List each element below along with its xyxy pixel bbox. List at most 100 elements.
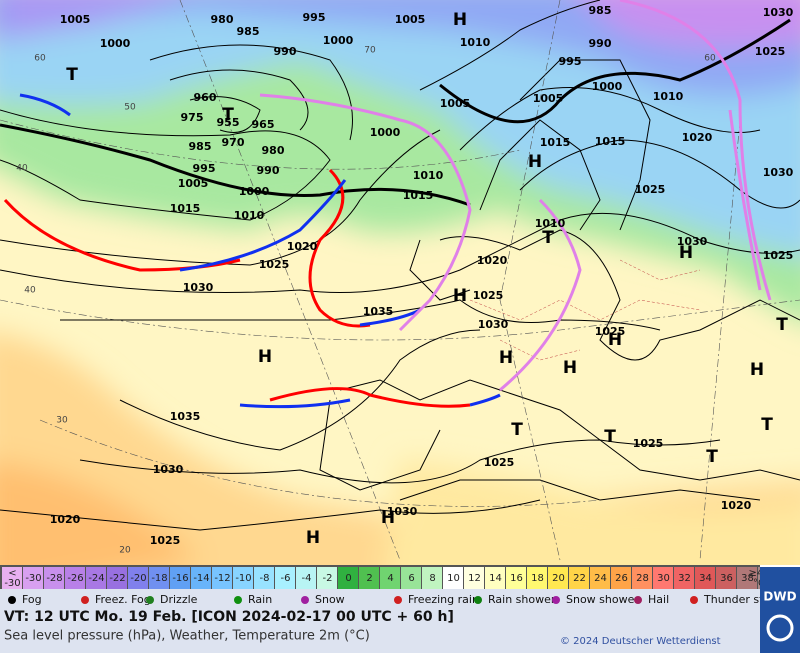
isobar-label: 995 bbox=[193, 162, 216, 175]
temp-label: 16 bbox=[510, 573, 523, 584]
temp-cell bbox=[191, 567, 211, 589]
isobar-label: 980 bbox=[211, 13, 234, 26]
temp-cell bbox=[380, 567, 400, 589]
isobar-label: 1015 bbox=[595, 135, 626, 148]
temp-label: 0 bbox=[345, 573, 351, 584]
product: Sea level pressure (hPa), Weather, Tempe… bbox=[4, 629, 370, 644]
temp-label: 34 bbox=[699, 573, 712, 584]
isobar-label: 1015 bbox=[170, 202, 201, 215]
temp-cell bbox=[338, 567, 358, 589]
isobar-label: 1020 bbox=[477, 254, 508, 267]
temp-label: -18 bbox=[151, 573, 167, 584]
temp-cell bbox=[44, 567, 64, 589]
isobar-label: 980 bbox=[262, 144, 285, 157]
weather-symbol bbox=[301, 596, 309, 604]
weather-symbol bbox=[690, 596, 698, 604]
temp-label: -12 bbox=[214, 573, 230, 584]
temp-cell bbox=[422, 567, 442, 589]
pressure-center: H bbox=[608, 330, 622, 350]
isobar-label: 1000 bbox=[370, 126, 401, 139]
temp-cell bbox=[254, 567, 274, 589]
isobar-label: 1015 bbox=[403, 189, 434, 202]
temp-label: ≥40 bbox=[748, 568, 769, 579]
weather-symbol bbox=[552, 596, 560, 604]
isobar-label: 1030 bbox=[183, 281, 214, 294]
temp-label: 36 bbox=[720, 573, 733, 584]
temp-label: -6 bbox=[281, 573, 291, 584]
temp-label: 4 bbox=[387, 573, 393, 584]
temp-label: -30 bbox=[25, 573, 41, 584]
temp-label: -24 bbox=[88, 573, 104, 584]
isobar-label: 1030 bbox=[677, 235, 708, 248]
temp-cell bbox=[758, 567, 760, 589]
weather-label: Fog bbox=[22, 593, 42, 606]
pressure-center: T bbox=[761, 415, 773, 435]
temp-cell bbox=[170, 567, 190, 589]
temp-label: -8 bbox=[260, 573, 270, 584]
isobar-label: 990 bbox=[589, 37, 612, 50]
temp-label: -16 bbox=[172, 573, 188, 584]
temp-cell bbox=[149, 567, 169, 589]
pressure-center: T bbox=[66, 65, 78, 85]
temp-label: 14 bbox=[489, 573, 502, 584]
pressure-center: H bbox=[528, 152, 542, 172]
temp-cell bbox=[653, 567, 673, 589]
isobar-label: 1025 bbox=[150, 534, 181, 547]
weather-label: Drizzle bbox=[160, 593, 198, 606]
pressure-center: H bbox=[750, 360, 764, 380]
pressure-center: H bbox=[258, 347, 272, 367]
weather-symbol bbox=[146, 596, 154, 604]
isobar-label: 1025 bbox=[763, 249, 794, 262]
isobar-label: 1025 bbox=[473, 289, 504, 302]
pressure-center: T bbox=[222, 105, 234, 125]
isobar-label: 1035 bbox=[170, 410, 201, 423]
weather-label: Rain shower bbox=[488, 593, 556, 606]
temp-label: -26 bbox=[67, 573, 83, 584]
pressure-center: H bbox=[381, 508, 395, 528]
temp-label: 12 bbox=[468, 573, 481, 584]
isobar-label: 1030 bbox=[763, 6, 794, 19]
weather-label: Snow bbox=[315, 593, 345, 606]
temp-cell bbox=[506, 567, 526, 589]
isobar-label: 985 bbox=[589, 4, 612, 17]
temp-cell bbox=[233, 567, 253, 589]
temp-cell bbox=[485, 567, 505, 589]
isobar-label: 965 bbox=[252, 118, 275, 131]
isobar-label: 1000 bbox=[239, 185, 270, 198]
weather-label: Freezing rain bbox=[408, 593, 479, 606]
isobar-label: 1000 bbox=[323, 34, 354, 47]
map: 1005100098098599099510001005101098599099… bbox=[0, 0, 800, 565]
isobar-label: 955 bbox=[217, 116, 240, 129]
isobar-label: 975 bbox=[181, 111, 204, 124]
temp-cell bbox=[23, 567, 43, 589]
temp-cell bbox=[2, 567, 22, 589]
temp-cell bbox=[65, 567, 85, 589]
isobar-label: 1010 bbox=[234, 209, 265, 222]
weather-label: Freez. Fog bbox=[95, 593, 151, 606]
pressure-center: T bbox=[604, 427, 616, 447]
isobar-label: 1005 bbox=[395, 13, 426, 26]
weather-symbol bbox=[394, 596, 402, 604]
temp-label: 2 bbox=[366, 573, 372, 584]
temp-cell bbox=[359, 567, 379, 589]
pressure-center: T bbox=[776, 315, 788, 335]
isobar-label: 1010 bbox=[535, 217, 566, 230]
isobar-label: 990 bbox=[257, 164, 280, 177]
grid-label: 60 bbox=[34, 54, 46, 64]
isobar-label: 1010 bbox=[413, 169, 444, 182]
temp-label: -30 bbox=[4, 578, 20, 589]
temp-cell bbox=[317, 567, 337, 589]
isobar-label: 985 bbox=[237, 25, 260, 38]
isobar-label: 1025 bbox=[484, 456, 515, 469]
copyright: © 2024 Deutscher Wetterdienst bbox=[560, 636, 721, 647]
temp-label: 6 bbox=[408, 573, 414, 584]
temp-label: 24 bbox=[594, 573, 607, 584]
temp-label: -22 bbox=[109, 573, 125, 584]
temp-cell bbox=[632, 567, 652, 589]
isobar-label: 1025 bbox=[755, 45, 786, 58]
temp-label: 18 bbox=[531, 573, 544, 584]
pressure-center: T bbox=[511, 420, 523, 440]
pressure-center: H bbox=[499, 348, 513, 368]
temp-cell bbox=[212, 567, 232, 589]
temp-cell bbox=[464, 567, 484, 589]
